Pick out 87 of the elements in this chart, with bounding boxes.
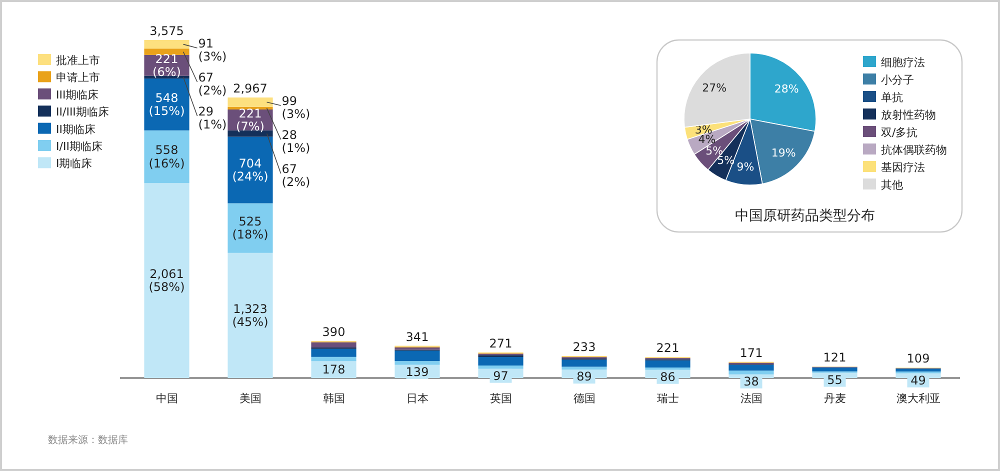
legend-label: 双/多抗 [881, 126, 918, 139]
bar [228, 136, 273, 204]
data-label: 139 [406, 364, 429, 379]
x-tick-label: 澳大利亚 [896, 392, 940, 405]
data-label: 28% [774, 82, 799, 96]
bar [645, 360, 690, 368]
total-label: 233 [572, 340, 596, 354]
x-tick-label: 日本 [406, 392, 428, 405]
x-tick-label: 德国 [573, 392, 596, 405]
data-label: 9% [736, 160, 754, 174]
total-label: 341 [406, 330, 429, 344]
x-tick-label: 丹麦 [824, 392, 846, 405]
data-label: 99 (3%) [282, 94, 310, 122]
total-label: 171 [740, 346, 763, 360]
data-label: 1,323 (45%) [232, 302, 268, 330]
data-label: 548 (15%) [148, 90, 185, 118]
legend-label: 基因疗法 [881, 161, 925, 174]
data-label: 55 [827, 372, 842, 387]
bar [478, 357, 524, 366]
legend-label: 其他 [881, 178, 903, 192]
data-label: 89 [576, 370, 592, 384]
bar [144, 40, 190, 49]
bar [896, 368, 941, 372]
bar [311, 361, 356, 378]
legend-label: 抗体偶联药物 [881, 144, 947, 156]
legend-label: 放射性药物 [881, 108, 936, 122]
data-label: 221 (6%) [152, 52, 181, 79]
legend-label: I期临床 [56, 157, 92, 170]
legend-label: II/III期临床 [56, 106, 109, 119]
data-label: 28 (1%) [282, 128, 310, 156]
legend-label: II期临床 [56, 122, 96, 136]
legend-label: 小分子 [881, 74, 914, 86]
bar [311, 356, 356, 362]
data-label: 38 [744, 374, 759, 388]
data-label: 525 (18%) [232, 214, 268, 242]
total-label: 121 [823, 350, 846, 365]
data-label: 19% [771, 146, 796, 160]
legend-label: 细胞疗法 [881, 56, 925, 69]
data-label: 91 (3%) [198, 36, 227, 64]
total-label: 109 [906, 352, 930, 366]
data-label: 2,061 (58%) [148, 266, 185, 294]
x-tick-label: 美国 [239, 392, 262, 405]
data-label: 97 [493, 368, 508, 383]
bar [311, 342, 356, 348]
bar [144, 130, 190, 184]
data-label: 558 (16%) [148, 143, 185, 170]
x-tick-label: 韩国 [322, 392, 345, 405]
total-label: 221 [656, 341, 680, 356]
legend-label: 单抗 [881, 91, 903, 104]
data-label: 67 (2%) [198, 70, 227, 98]
x-tick-label: 法国 [740, 392, 762, 405]
total-label: 271 [489, 336, 512, 350]
data-label: 29 (1%) [198, 104, 227, 132]
bar [311, 348, 356, 357]
bar [394, 350, 440, 362]
data-label: 178 [322, 362, 346, 377]
legend-label: 批准上市 [56, 54, 100, 67]
data-label: 67 (2%) [282, 162, 310, 190]
data-label: 86 [660, 370, 676, 384]
text: 中国原研药品类型分布 [735, 208, 875, 224]
bar [812, 368, 858, 372]
bar [144, 183, 190, 378]
legend-label: III期临床 [56, 88, 99, 102]
source-note: 数据来源：数据库 [48, 434, 128, 446]
bar [728, 364, 774, 371]
bar [144, 48, 190, 55]
bar [228, 203, 273, 253]
bar [728, 370, 774, 374]
total-label: 390 [322, 325, 346, 340]
legend-label: 申请上市 [56, 71, 100, 84]
x-tick-label: 中国 [156, 392, 178, 405]
bar [228, 97, 273, 107]
data-label: 221 (7%) [236, 106, 264, 134]
x-tick-label: 瑞士 [656, 392, 679, 405]
x-tick-label: 英国 [490, 392, 512, 405]
data-label: 704 (24%) [232, 156, 268, 184]
legend-label: I/II期临床 [56, 140, 102, 153]
bar [144, 78, 190, 130]
data-label: 49 [910, 373, 926, 388]
data-label: 27% [702, 82, 727, 95]
total-label: 3,575 [150, 24, 184, 38]
bar [562, 360, 607, 367]
bar [562, 366, 607, 370]
bar [228, 252, 273, 378]
bar [394, 361, 440, 365]
total-label: 2,967 [233, 81, 268, 96]
bar [478, 366, 524, 369]
